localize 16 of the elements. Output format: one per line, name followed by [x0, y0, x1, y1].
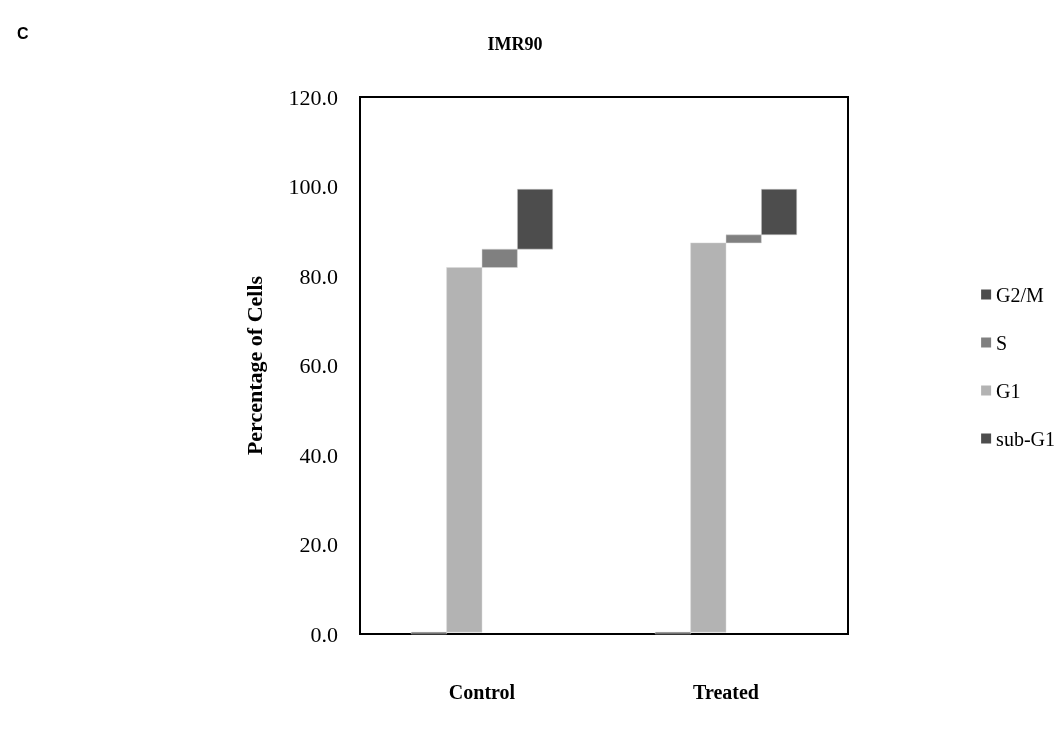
legend-label: G2/M [996, 283, 1045, 306]
text: C [17, 24, 29, 42]
y-tick-label: 20.0 [299, 532, 338, 557]
x-tick-label: Control [448, 681, 516, 703]
y-tick-label: 40.0 [299, 442, 338, 468]
y-tick-label: 60.0 [299, 353, 338, 378]
legend-label: G1 [996, 379, 1021, 402]
y-axis-title: Percentage of Cells [241, 275, 267, 456]
y-tick-label: 100.0 [288, 174, 338, 199]
y-tick-label: 0.0 [310, 621, 338, 647]
chart-title: IMR90 [487, 34, 543, 54]
legend-label: S [996, 331, 1008, 354]
y-tick-label: 80.0 [299, 263, 338, 289]
x-tick-label: Treated [693, 681, 759, 703]
legend-label: sub-G1 [996, 427, 1055, 450]
y-tick-label: 120.0 [288, 84, 338, 110]
